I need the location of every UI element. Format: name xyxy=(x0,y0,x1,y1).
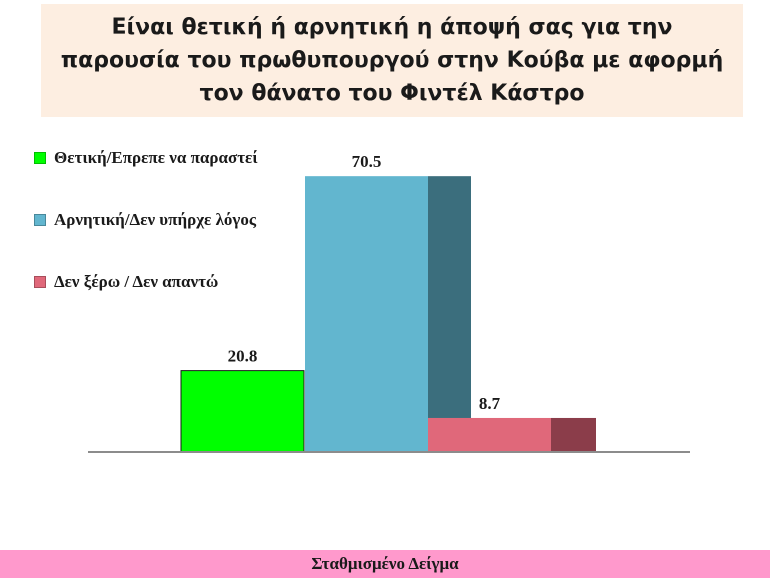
legend-label-dontknow: Δεν ξέρω / Δεν απαντώ xyxy=(54,272,219,291)
legend-item-dontknow: Δεν ξέρω / Δεν απαντώ xyxy=(34,270,294,294)
legend-item-positive: Θετική/Επρεπε να παραστεί xyxy=(34,146,264,170)
data-label-0: 20.8 xyxy=(228,347,258,366)
data-label-1: 70.5 xyxy=(352,152,382,171)
chart-title: Είναι θετική ή αρνητική η άποψή σας για … xyxy=(41,4,743,117)
footer-label: Σταθμισμένο Δείγμα xyxy=(0,550,770,578)
data-label-2: 8.7 xyxy=(479,394,501,413)
legend-item-negative: Αρνητική/Δεν υπήρχε λόγος xyxy=(34,208,266,232)
bar-shadow-1 xyxy=(428,176,471,452)
bar-1 xyxy=(305,176,428,452)
bar-shadow-2 xyxy=(551,417,596,452)
legend-swatch-negative xyxy=(34,214,46,226)
legend-label-positive: Θετική/Επρεπε να παραστεί xyxy=(54,148,258,167)
legend-label-negative: Αρνητική/Δεν υπήρχε λόγος xyxy=(54,210,257,229)
legend-swatch-positive xyxy=(34,152,46,164)
legend-swatch-dontknow xyxy=(34,276,46,288)
bar-2 xyxy=(428,417,551,452)
bar-0 xyxy=(180,370,305,453)
